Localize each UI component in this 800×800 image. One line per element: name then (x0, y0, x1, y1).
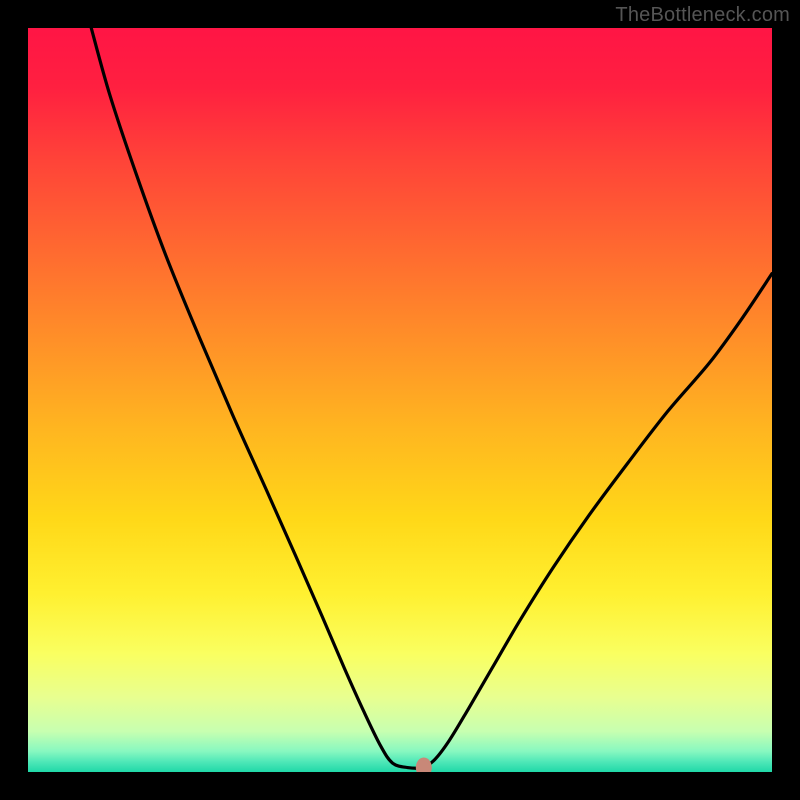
gradient-background (28, 28, 772, 772)
optimum-marker (416, 758, 432, 778)
chart-frame: TheBottleneck.com (0, 0, 800, 800)
bottleneck-chart (0, 0, 800, 800)
